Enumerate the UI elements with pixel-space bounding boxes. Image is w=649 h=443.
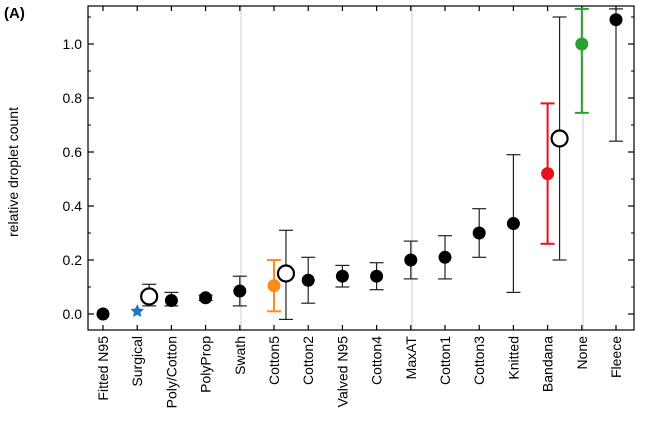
- y-tick-label: 1.0: [63, 36, 83, 52]
- open-data-point: [550, 129, 569, 148]
- y-axis-label: relative droplet count: [5, 107, 21, 237]
- x-tick-label: Cotton2: [300, 336, 316, 385]
- data-point: [164, 294, 178, 307]
- data-point: [575, 37, 589, 51]
- data-point: [370, 269, 384, 283]
- data-point: [96, 307, 110, 321]
- x-tick-label: None: [574, 336, 590, 370]
- x-tick-label: Fitted N95: [95, 336, 111, 401]
- x-tick-label: Swath: [232, 336, 248, 375]
- x-tick-label: Fleece: [608, 336, 624, 378]
- x-tick-label: Cotton5: [266, 336, 282, 385]
- data-point: [541, 167, 555, 181]
- data-point: [404, 253, 418, 267]
- x-tick-label: Cotton4: [369, 336, 385, 385]
- data-point: [609, 13, 623, 27]
- x-tick-label: Knitted: [505, 336, 521, 380]
- data-point: [301, 273, 315, 287]
- data-point: [335, 269, 349, 283]
- data-point: [267, 279, 281, 293]
- y-tick-label: 0.6: [63, 144, 83, 160]
- open-data-point: [140, 287, 159, 306]
- data-point: [199, 291, 213, 305]
- x-tick-label: Cotton3: [471, 336, 487, 385]
- y-tick-label: 0.0: [63, 306, 83, 322]
- y-tick-label: 0.8: [63, 90, 83, 106]
- x-tick-label: Bandana: [540, 336, 556, 392]
- data-point: [506, 217, 520, 231]
- markers: [96, 13, 623, 321]
- y-tick-label: 0.2: [63, 252, 83, 268]
- x-tick-label: Surgical: [129, 336, 145, 387]
- x-tick-label: Cotton1: [437, 336, 453, 385]
- data-point: [472, 226, 486, 240]
- grid: [240, 6, 584, 330]
- data-point: [130, 304, 144, 317]
- data-point: [438, 250, 452, 264]
- x-tick-label: Valved N95: [334, 336, 350, 408]
- open-data-point: [276, 264, 296, 283]
- panel-label: (A): [4, 5, 25, 22]
- x-tick-label: Poly/Cotton: [163, 336, 179, 408]
- error-bars: [142, 7, 623, 320]
- x-tick-label: PolyProp: [198, 336, 214, 393]
- y-axis: 0.0 0.2 0.4 0.6 0.8 1.0: [63, 16, 634, 322]
- x-tick-label: MaxAT: [403, 336, 419, 380]
- y-tick-label: 0.4: [63, 198, 83, 214]
- data-point: [233, 284, 247, 298]
- x-axis: Fitted N95 Surgical Poly/Cotton PolyProp Swa…: [95, 6, 624, 408]
- plot-frame: [87, 5, 635, 331]
